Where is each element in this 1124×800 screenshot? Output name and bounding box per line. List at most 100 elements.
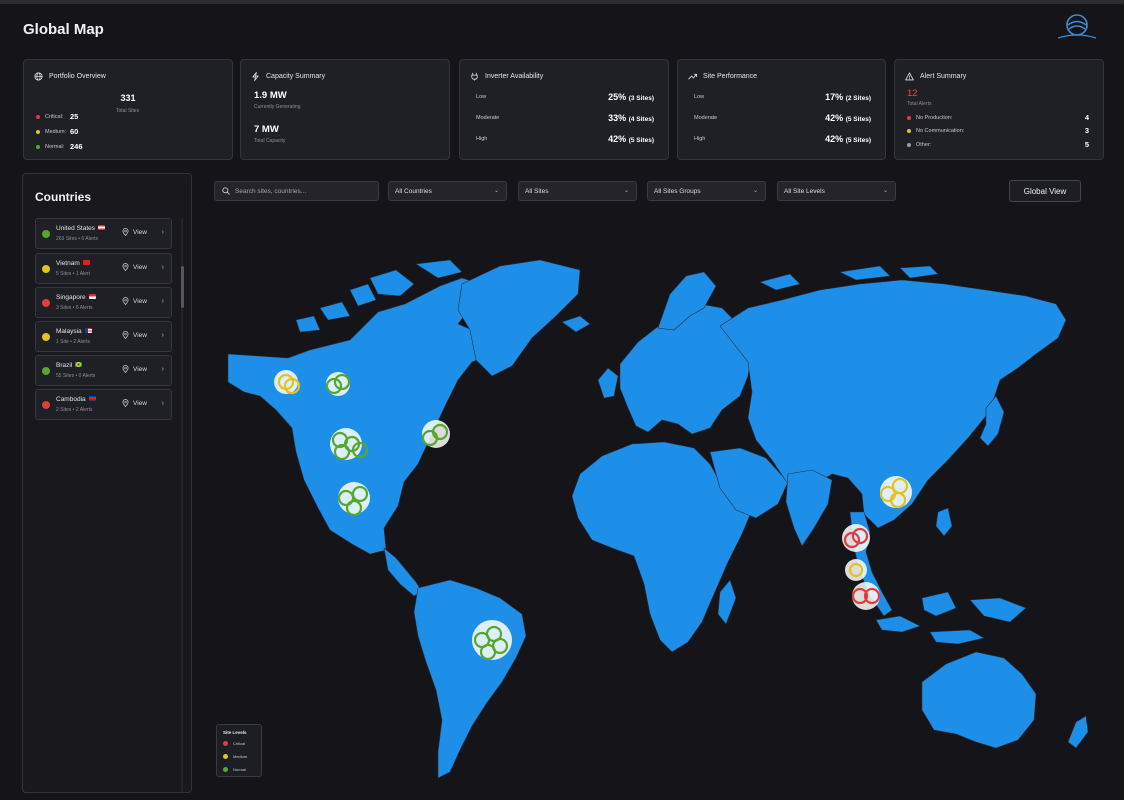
view-button[interactable]: View: [122, 331, 147, 339]
legend-label: Normal: [233, 767, 246, 772]
map-pin-icon: [122, 399, 129, 407]
row-percent: 42%: [825, 113, 844, 123]
row-sites: (4 Sites): [628, 116, 654, 123]
global-view-button[interactable]: Global View: [1009, 180, 1081, 202]
country-item-singapore[interactable]: Singapore 3 Sites • 6 Alerts View ›: [35, 287, 172, 318]
continents: [227, 259, 1089, 779]
country-item-cambodia[interactable]: Cambodia 2 Sites • 2 Alerts View ›: [35, 389, 172, 420]
chevron-right-icon: ›: [161, 366, 164, 373]
asia: [719, 279, 1067, 529]
site-filter-select[interactable]: All Sites ⌄: [518, 181, 637, 201]
site-levels-legend: Site Levels Critical Medium Normal: [216, 724, 262, 777]
search-input[interactable]: [235, 187, 375, 195]
indonesia: [875, 591, 1027, 645]
select-value: All Countries: [395, 187, 432, 195]
marker-cluster-singapore[interactable]: [851, 582, 881, 610]
view-button[interactable]: View: [122, 365, 147, 373]
chevron-right-icon: ›: [161, 229, 164, 236]
no-communication-label: No Communication:: [916, 128, 965, 134]
select-value: All Site Levels: [784, 187, 825, 195]
chevron-down-icon: ⌄: [882, 188, 888, 194]
card-title: Portfolio Overview: [49, 73, 106, 80]
marker-cluster-us-north[interactable]: [330, 428, 369, 461]
view-label: View: [133, 297, 147, 305]
country-item-brazil[interactable]: Brazil 55 Sites • 0 Alerts View ›: [35, 355, 172, 386]
world-map[interactable]: [200, 212, 1110, 787]
flag-icon: [75, 362, 83, 367]
chevron-down-icon: ⌄: [623, 188, 629, 194]
row-sites: (5 Sites): [628, 137, 654, 144]
row-label: Moderate: [476, 115, 500, 121]
country-name: Malaysia: [56, 328, 82, 335]
search-icon: [222, 187, 230, 195]
country-item-united-states[interactable]: United States 263 Sites • 6 Alerts View …: [35, 218, 172, 249]
inverter-low-row: Low 25% (3 Sites): [476, 92, 654, 102]
status-dot: [42, 230, 50, 238]
india: [785, 469, 833, 547]
other-row: Other:: [907, 142, 931, 148]
greenland: [457, 259, 581, 377]
chevron-down-icon: ⌄: [752, 188, 758, 194]
view-button[interactable]: View: [122, 297, 147, 305]
total-alerts-value: 12: [907, 88, 918, 99]
marker-cluster-malaysia[interactable]: [845, 559, 867, 581]
map-pin-icon: [122, 228, 129, 236]
site-performance-card: Site Performance Low 17% (2 Sites) Modera…: [677, 59, 886, 160]
critical-dot: [223, 741, 228, 746]
row-sites: (5 Sites): [845, 116, 871, 123]
scrollbar-thumb[interactable]: [181, 266, 184, 308]
arabia: [709, 447, 789, 519]
south-america: [413, 579, 527, 779]
status-dot: [42, 333, 50, 341]
scandinavia: [657, 271, 717, 331]
marker-cluster-us-south[interactable]: [337, 482, 370, 517]
country-item-vietnam[interactable]: Vietnam 5 Sites • 1 Alert View ›: [35, 253, 172, 284]
page-title: Global Map: [23, 21, 104, 38]
medium-dot: [907, 129, 911, 133]
flag-icon: [82, 260, 90, 265]
marker-cluster-brazil[interactable]: [472, 620, 512, 661]
scrollbar-track[interactable]: [181, 218, 183, 792]
select-value: All Sites: [525, 187, 549, 195]
country-stats: 1 Site • 2 Alerts: [56, 339, 90, 345]
country-stats: 5 Sites • 1 Alert: [56, 271, 90, 277]
marker-cluster-canada-west[interactable]: [274, 370, 301, 395]
marker-cluster-us-east[interactable]: [421, 420, 450, 448]
search-box[interactable]: [214, 181, 379, 201]
site-markers[interactable]: [274, 370, 912, 661]
site-group-filter-select[interactable]: All Sites Groups ⌄: [647, 181, 766, 201]
country-item-malaysia[interactable]: Malaysia 1 Site • 2 Alerts View ›: [35, 321, 172, 352]
row-label: Low: [694, 94, 705, 100]
legend-title: Site Levels: [223, 730, 247, 735]
arctic-russia-islands: [759, 265, 939, 291]
view-button[interactable]: View: [122, 228, 147, 236]
other-dot: [907, 143, 911, 147]
critical-dot: [907, 116, 911, 120]
country-name: United States: [56, 225, 96, 232]
legend-critical: Critical: [223, 741, 245, 746]
marker-cluster-canada-central[interactable]: [325, 372, 351, 396]
no-production-row: No Production:: [907, 115, 952, 121]
country-name: Brazil: [56, 362, 73, 369]
view-button[interactable]: View: [122, 399, 147, 407]
country-name: Singapore: [56, 294, 86, 301]
warning-icon: [905, 72, 914, 81]
marker-cluster-cambodia[interactable]: [842, 524, 870, 552]
iceland: [561, 315, 591, 333]
view-button[interactable]: View: [122, 263, 147, 271]
countries-sidebar: Countries United States 263 Sites • 6 Al…: [22, 173, 192, 793]
map-pin-icon: [122, 365, 129, 373]
currently-generating-value: 1.9 MW: [254, 90, 287, 101]
row-label: Moderate: [694, 115, 718, 121]
chevron-down-icon: ⌄: [493, 188, 499, 194]
uk: [597, 367, 619, 399]
site-level-filter-select[interactable]: All Site Levels ⌄: [777, 181, 896, 201]
central-america: [383, 547, 423, 597]
row-percent: 33%: [608, 113, 627, 123]
marker-cluster-vietnam[interactable]: [879, 476, 912, 509]
normal-dot: [223, 767, 228, 772]
country-filter-select[interactable]: All Countries ⌄: [388, 181, 507, 201]
total-capacity-value: 7 MW: [254, 124, 279, 135]
chevron-right-icon: ›: [161, 400, 164, 407]
philippines: [935, 507, 953, 537]
